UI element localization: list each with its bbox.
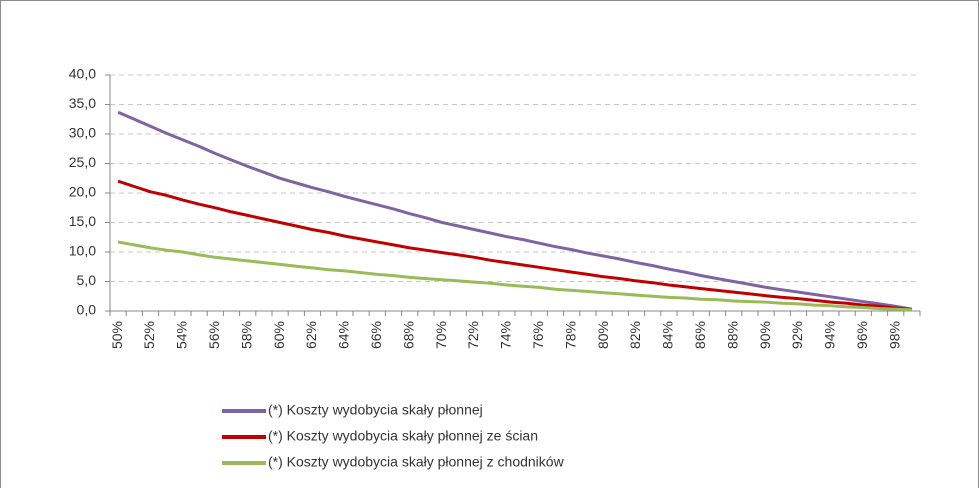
y-tick-label: 0,0: [77, 302, 97, 318]
y-tick-label: 35,0: [69, 95, 96, 111]
x-tick-label: 82%: [627, 321, 643, 349]
series-line: [117, 240, 912, 312]
y-tick-label: 10,0: [69, 243, 96, 259]
x-tick-label: 66%: [368, 321, 384, 349]
x-tick-label: 60%: [271, 321, 287, 349]
x-tick-label: 56%: [206, 321, 222, 349]
x-tick-label: 92%: [789, 321, 805, 349]
x-tick-label: 86%: [692, 321, 708, 349]
legend-label: (*) Koszty wydobycia skały płonnej: [268, 402, 483, 418]
y-tick-label: 5,0: [77, 272, 97, 288]
x-tick-label: 90%: [757, 321, 773, 349]
x-tick-label: 76%: [530, 321, 546, 349]
x-tick-label: 88%: [724, 321, 740, 349]
x-tick-label: 98%: [886, 321, 902, 349]
x-tick-label: 70%: [433, 321, 449, 349]
y-tick-label: 30,0: [69, 125, 96, 141]
x-tick-label: 54%: [174, 321, 190, 349]
x-tick-label: 50%: [109, 321, 125, 349]
y-tick-label: 40,0: [69, 66, 96, 82]
y-tick-label: 20,0: [69, 184, 96, 200]
series-line: [117, 110, 913, 311]
x-tick-label: 58%: [238, 321, 254, 349]
x-tick-label: 62%: [303, 321, 319, 349]
x-tick-label: 74%: [498, 321, 514, 349]
y-tick-label: 25,0: [69, 154, 96, 170]
x-tick-label: 64%: [336, 321, 352, 349]
x-tick-label: 94%: [822, 321, 838, 349]
x-tick-label: 78%: [562, 321, 578, 349]
x-tick-label: 68%: [400, 321, 416, 349]
legend-label: (*) Koszty wydobycia skały płonnej ze śc…: [268, 428, 538, 444]
series-line: [117, 179, 913, 311]
x-tick-label: 80%: [595, 321, 611, 349]
x-tick-label: 84%: [660, 321, 676, 349]
x-tick-label: 72%: [465, 321, 481, 349]
legend-label: (*) Koszty wydobycia skały płonnej z cho…: [268, 454, 565, 470]
x-tick-label: 52%: [141, 321, 157, 349]
y-tick-label: 15,0: [69, 213, 96, 229]
x-tick-label: 96%: [854, 321, 870, 349]
